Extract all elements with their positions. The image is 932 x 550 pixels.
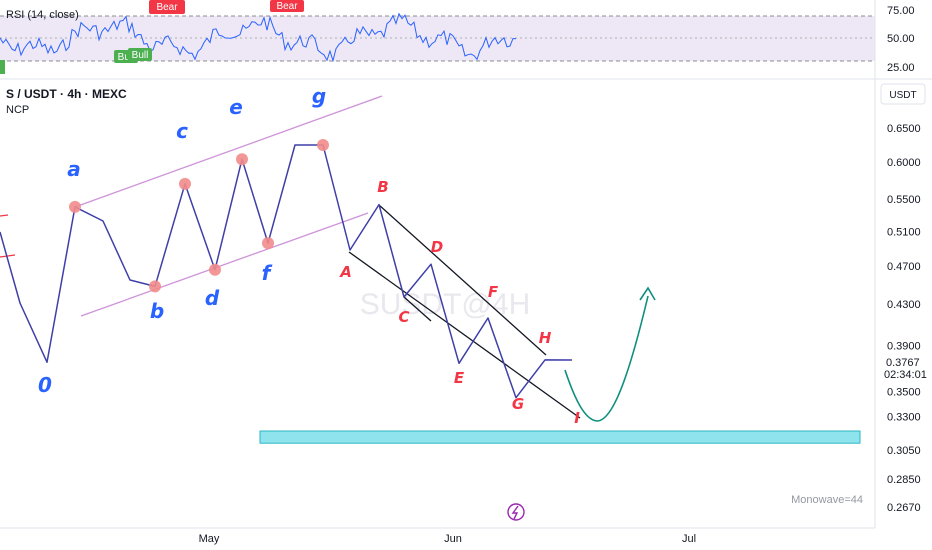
bull-badge-2 [128, 48, 152, 61]
price-axis-ticks: 0.6500 0.6000 0.5500 0.5100 0.4700 0.4300 0.39… [887, 123, 921, 514]
wave-label-B: B [377, 178, 388, 196]
wave-label-E: E [454, 369, 465, 387]
wedge-lower-line-2[interactable] [403, 296, 432, 322]
wedge-lower-line[interactable] [348, 251, 581, 419]
price-tick-label: 0.5100 [887, 226, 921, 238]
price-tick-label: 0.3500 [887, 387, 921, 399]
wave-label-A: A [339, 263, 352, 281]
rising-channel[interactable] [74, 95, 383, 317]
price-tick-label: 0.2670 [887, 502, 921, 514]
price-tick-label: 0.3900 [887, 341, 921, 353]
currency-label: USDT [889, 90, 916, 101]
rsi-axis-50: 50.00 [887, 33, 915, 45]
pivot-dot-c[interactable] [179, 177, 191, 190]
channel-upper-line[interactable] [74, 95, 383, 208]
pivot-dot-b[interactable] [149, 280, 161, 293]
price-tick-label: 0.3050 [887, 445, 921, 457]
monowave-annotation: Monowave=44 [791, 494, 863, 506]
currency-button[interactable] [880, 83, 926, 105]
wave-label-d: d [205, 286, 220, 310]
bear-badge-2-label: Bear [276, 1, 298, 12]
projection-curve[interactable] [564, 295, 649, 422]
bear-badge-2 [270, 0, 304, 12]
falling-wedge[interactable] [348, 204, 581, 419]
wave-labels: 0 a b c d e f g A B C D E F G H I [38, 84, 580, 427]
rsi-line [0, 12, 517, 63]
wave-label-b: b [150, 299, 164, 323]
wedge-upper-line[interactable] [378, 204, 547, 356]
wave-label-H: H [539, 329, 552, 347]
wave-label-G: G [512, 395, 524, 413]
projection-arrowhead [639, 286, 656, 301]
current-price-tag [876, 353, 932, 381]
pivot-dot-e[interactable] [236, 153, 248, 166]
bull-badge-2-label: Bull [132, 50, 149, 61]
wave-points [69, 139, 329, 293]
symbol-title[interactable]: S / USDT · 4h · MEXC [6, 87, 127, 101]
wave-label-0: 0 [38, 373, 52, 397]
price-tick-label: 0.2850 [887, 474, 921, 486]
rsi-title: RSI (14, close) [6, 9, 79, 21]
time-tick-jun: Jun [444, 533, 462, 545]
rsi-panel: RSI (14, close) Bear Bear Bull Bull [0, 0, 875, 74]
wave-path[interactable] [0, 144, 573, 399]
support-zone[interactable] [259, 430, 861, 444]
countdown-timer: 02:34:01 [884, 369, 927, 381]
pivot-dot-a[interactable] [69, 200, 81, 213]
bull-marker-left [0, 60, 5, 74]
wave-label-a: a [67, 157, 81, 181]
wave-label-F: F [488, 283, 499, 301]
pivot-dot-d[interactable] [209, 263, 221, 276]
pivot-dot-g[interactable] [317, 139, 329, 151]
indicator-subtitle[interactable]: NCP [6, 104, 29, 116]
current-price-value: 0.3767 [886, 357, 920, 369]
channel-lower-line[interactable] [80, 212, 369, 317]
left-edge-marker-1 [0, 214, 9, 217]
price-tick-label: 0.5500 [887, 194, 921, 206]
wave-label-C: C [398, 308, 409, 326]
wave-label-f: f [262, 261, 273, 285]
rsi-axis-25: 25.00 [887, 62, 915, 74]
bull-badge-1-label: Bull [118, 52, 135, 63]
time-tick-jul: Jul [682, 533, 696, 545]
bear-badge-1-label: Bear [156, 2, 178, 13]
time-tick-may: May [199, 533, 220, 545]
price-tick-label: 0.6000 [887, 157, 921, 169]
wave-label-c: c [176, 119, 188, 143]
rsi-axis-75: 75.00 [887, 5, 915, 17]
wave-label-e: e [229, 95, 243, 119]
lightning-logo-icon[interactable] [507, 503, 525, 521]
price-tick-label: 0.3300 [887, 412, 921, 424]
wave-label-g: g [312, 84, 326, 108]
wave-label-I: I [574, 409, 580, 427]
bear-badge-1 [149, 0, 185, 14]
price-tick-label: 0.4300 [887, 299, 921, 311]
price-tick-label: 0.6500 [887, 123, 921, 135]
pivot-dot-f[interactable] [262, 237, 274, 250]
wave-label-D: D [431, 238, 443, 256]
price-tick-label: 0.4700 [887, 261, 921, 273]
